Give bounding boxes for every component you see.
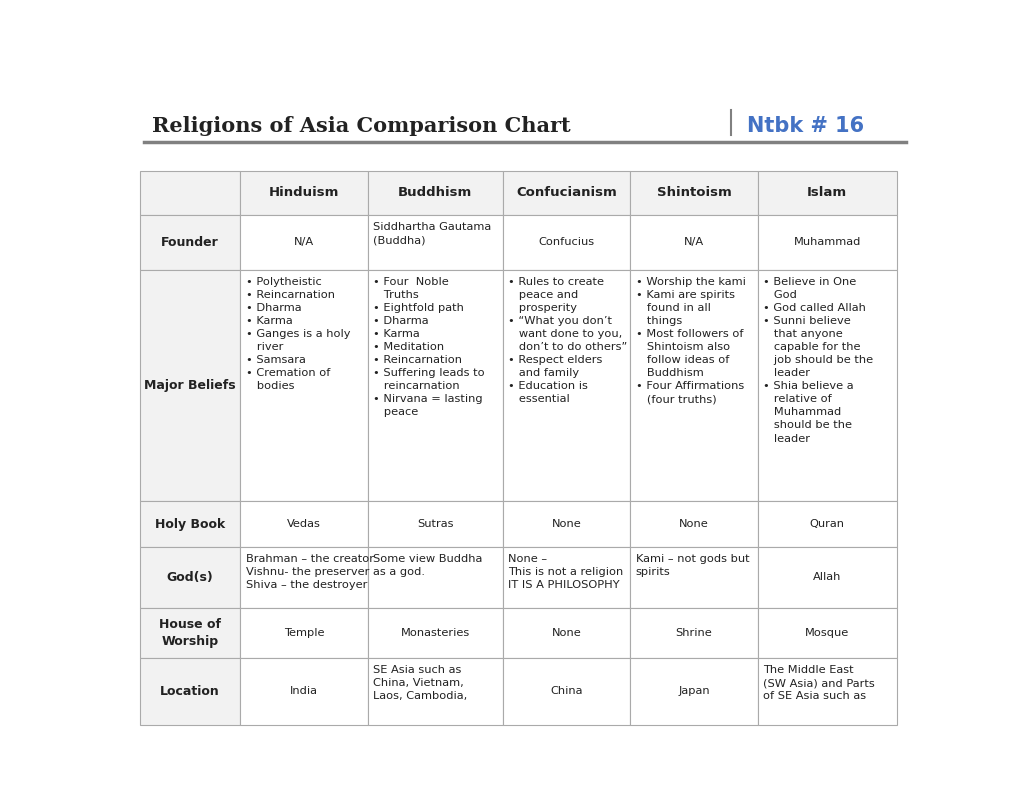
Text: Shrine: Shrine — [676, 628, 713, 638]
Bar — [368, 270, 503, 501]
Text: None: None — [552, 519, 582, 529]
Text: Confucianism: Confucianism — [516, 187, 616, 199]
Text: China: China — [550, 687, 583, 696]
Bar — [758, 171, 897, 215]
Text: Major Beliefs: Major Beliefs — [144, 379, 236, 392]
Text: Muhammad: Muhammad — [794, 237, 861, 248]
Bar — [140, 657, 241, 725]
Bar — [630, 171, 758, 215]
Bar — [368, 607, 503, 657]
Text: Holy Book: Holy Book — [155, 517, 225, 531]
Text: Shintoism: Shintoism — [656, 187, 731, 199]
Bar — [503, 270, 630, 501]
Text: Founder: Founder — [161, 236, 219, 249]
Text: • Worship the kami
• Kami are spirits
   found in all
   things
• Most followers: • Worship the kami • Kami are spirits fo… — [636, 277, 745, 404]
Text: • Polytheistic
• Reincarnation
• Dharma
• Karma
• Ganges is a holy
   river
• Sa: • Polytheistic • Reincarnation • Dharma … — [246, 277, 350, 392]
Bar — [368, 215, 503, 270]
Bar — [368, 657, 503, 725]
Text: Brahman – the creator
Vishnu- the preserver
Shiva – the destroyer: Brahman – the creator Vishnu- the preser… — [246, 554, 374, 590]
Bar — [368, 547, 503, 607]
Bar — [241, 501, 368, 547]
Text: • Believe in One
   God
• God called Allah
• Sunni believe
   that anyone
   cap: • Believe in One God • God called Allah … — [763, 277, 873, 444]
Text: Kami – not gods but
spirits: Kami – not gods but spirits — [636, 554, 750, 577]
Bar — [140, 501, 241, 547]
Text: Hinduism: Hinduism — [269, 187, 339, 199]
Text: India: India — [290, 687, 318, 696]
Bar — [630, 547, 758, 607]
Text: Vedas: Vedas — [287, 519, 321, 529]
Text: God(s): God(s) — [167, 571, 213, 584]
Bar — [368, 171, 503, 215]
Bar — [758, 215, 897, 270]
Bar — [241, 547, 368, 607]
Bar — [503, 547, 630, 607]
Text: Mosque: Mosque — [805, 628, 849, 638]
Text: Allah: Allah — [813, 573, 842, 582]
Text: N/A: N/A — [684, 237, 705, 248]
Bar — [241, 607, 368, 657]
Bar — [630, 270, 758, 501]
Text: None: None — [552, 628, 582, 638]
Text: N/A: N/A — [294, 237, 314, 248]
Text: Religions of Asia Comparison Chart: Religions of Asia Comparison Chart — [152, 116, 570, 136]
Bar — [140, 171, 241, 215]
Text: Sutras: Sutras — [417, 519, 454, 529]
Bar — [140, 215, 241, 270]
Bar — [503, 171, 630, 215]
Bar — [503, 657, 630, 725]
Bar — [140, 607, 241, 657]
Text: Siddhartha Gautama
(Buddha): Siddhartha Gautama (Buddha) — [374, 222, 492, 245]
Text: • Four  Noble
   Truths
• Eightfold path
• Dharma
• Karma
• Meditation
• Reincar: • Four Noble Truths • Eightfold path • D… — [374, 277, 485, 418]
Text: Monasteries: Monasteries — [400, 628, 470, 638]
Bar — [503, 501, 630, 547]
Bar — [368, 501, 503, 547]
Text: • Rules to create
   peace and
   prosperity
• “What you don’t
   want done to y: • Rules to create peace and prosperity •… — [508, 277, 628, 404]
Text: Some view Buddha
as a god.: Some view Buddha as a god. — [374, 554, 482, 577]
Bar — [630, 657, 758, 725]
Bar — [140, 270, 241, 501]
Text: Buddhism: Buddhism — [398, 187, 472, 199]
Bar — [140, 547, 241, 607]
Text: Location: Location — [160, 685, 220, 698]
Bar — [630, 501, 758, 547]
Text: The Middle East
(SW Asia) and Parts
of SE Asia such as
Pakistan: The Middle East (SW Asia) and Parts of S… — [763, 665, 874, 714]
Bar — [241, 171, 368, 215]
Text: None –
This is not a religion
IT IS A PHILOSOPHY: None – This is not a religion IT IS A PH… — [508, 554, 624, 590]
Text: Japan: Japan — [678, 687, 710, 696]
Text: House of
Worship: House of Worship — [159, 618, 221, 648]
Bar — [758, 607, 897, 657]
Bar — [241, 215, 368, 270]
Bar — [630, 607, 758, 657]
Bar — [758, 547, 897, 607]
Bar — [758, 657, 897, 725]
Bar — [758, 501, 897, 547]
Bar — [758, 270, 897, 501]
Text: None: None — [679, 519, 709, 529]
Bar — [630, 215, 758, 270]
Text: Temple: Temple — [284, 628, 325, 638]
Bar — [503, 215, 630, 270]
Text: Islam: Islam — [807, 187, 847, 199]
Text: SE Asia such as
China, Vietnam,
Laos, Cambodia,
Indonesia: SE Asia such as China, Vietnam, Laos, Ca… — [374, 665, 468, 714]
Text: Quran: Quran — [810, 519, 845, 529]
Text: Ntbk # 16: Ntbk # 16 — [748, 116, 864, 136]
Bar — [503, 607, 630, 657]
Text: Confucius: Confucius — [539, 237, 595, 248]
Bar — [241, 270, 368, 501]
Bar — [241, 657, 368, 725]
